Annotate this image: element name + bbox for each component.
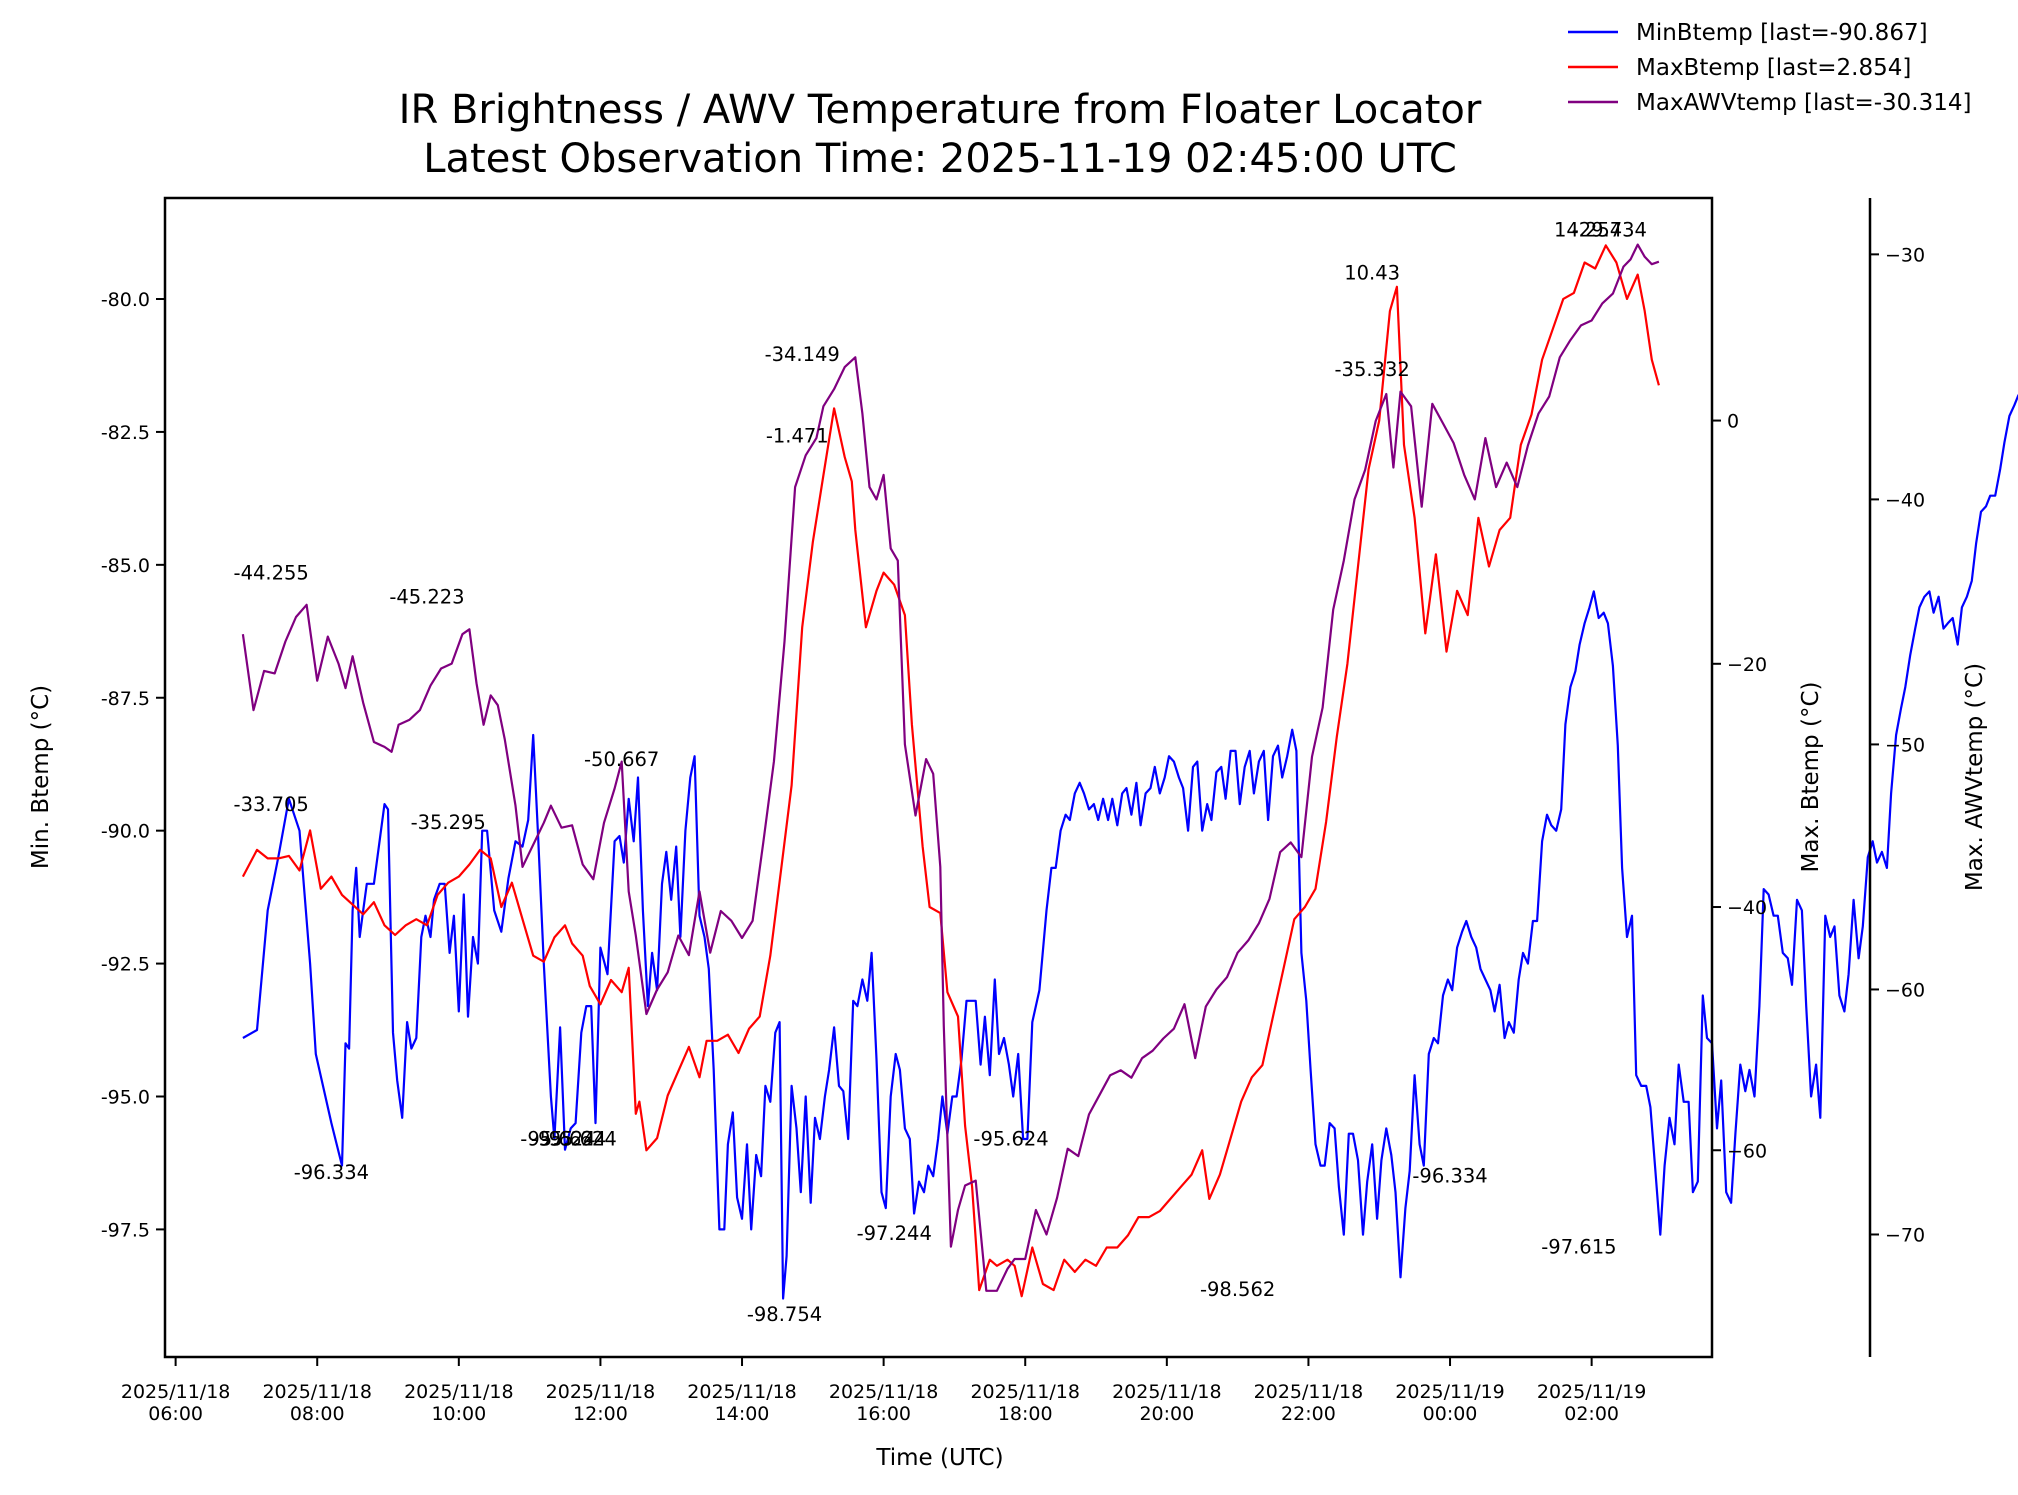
chart-title-line2: Latest Observation Time: 2025-11-19 02:4…: [423, 136, 1457, 182]
y-right-btemp-tick-label: 0: [1727, 411, 1739, 433]
data-label: -98.754: [747, 1303, 822, 1326]
series-line-maxawvtemp: [241, 243, 1660, 1292]
data-label: -98.562: [1200, 1278, 1275, 1301]
legend-label-maxawvtemp: MaxAWVtemp [last=-30.314]: [1636, 90, 1971, 116]
x-tick-label-time: 06:00: [148, 1403, 203, 1425]
x-tick-label-date: 2025/11/18: [404, 1381, 514, 1403]
x-tick-label-time: 00:00: [1423, 1403, 1478, 1425]
x-tick-label-time: 12:00: [573, 1403, 628, 1425]
data-label: 10.43: [1344, 261, 1400, 284]
data-label: -96.334: [294, 1161, 369, 1184]
y-right-btemp-tick-label: −20: [1727, 654, 1767, 676]
data-label: -97.615: [1541, 1235, 1616, 1258]
y-right-btemp-tick-label: −60: [1727, 1140, 1767, 1162]
data-label: -1.471: [766, 425, 829, 448]
legend: MinBtemp [last=-90.867] MaxBtemp [last=2.…: [1568, 20, 1971, 116]
x-tick-label-date: 2025/11/18: [687, 1381, 797, 1403]
data-label: 14.254: [1554, 218, 1622, 241]
annotations: -33.705 -44.255 -96.334 -45.223 -35.295 -95.6…: [234, 218, 1647, 1326]
data-label: -34.149: [765, 343, 840, 366]
x-tick-label-date: 2025/11/18: [970, 1381, 1080, 1403]
data-label: -95.624: [520, 1127, 595, 1150]
y-left-tick-label: -95.0: [101, 1086, 150, 1108]
x-tick-label-time: 02:00: [1564, 1403, 1619, 1425]
y-right-awv-tick-label: −60: [1885, 979, 1925, 1001]
x-tick-label-date: 2025/11/19: [1395, 1381, 1505, 1403]
x-tick-label-time: 08:00: [290, 1403, 345, 1425]
x-tick-label-date: 2025/11/18: [546, 1381, 656, 1403]
x-tick-label-time: 14:00: [715, 1403, 770, 1425]
data-label: -95.624: [973, 1127, 1048, 1150]
x-tick-label-time: 18:00: [998, 1403, 1053, 1425]
legend-label-minbtemp: MinBtemp [last=-90.867]: [1636, 20, 1928, 46]
y-axis-left-label: Min. Btemp (°C): [28, 685, 54, 869]
x-tick-label-time: 20:00: [1139, 1403, 1194, 1425]
data-label: -45.223: [389, 586, 464, 609]
x-tick-label-date: 2025/11/18: [829, 1381, 939, 1403]
y-right-awv-tick-label: −70: [1885, 1224, 1925, 1246]
series-line-maxbtemp: [241, 244, 1660, 1298]
x-tick-label-date: 2025/11/19: [1537, 1381, 1647, 1403]
data-label: -97.244: [857, 1222, 932, 1245]
legend-label-maxbtemp: MaxBtemp [last=2.854]: [1636, 55, 1911, 81]
y-left-tick-label: -87.5: [101, 688, 150, 710]
y-left-tick-label: -80.0: [101, 289, 150, 311]
y-left-tick-label: -82.5: [101, 422, 150, 444]
x-tick-label-date: 2025/11/18: [1112, 1381, 1222, 1403]
data-label: -44.255: [234, 562, 309, 585]
y-axis-right-awv: −30 −40 −50 −60 −70: [1870, 244, 1925, 1246]
series-line-minbtemp: [242, 394, 2018, 1300]
y-axis-right-btemp: 0 −20 −40 −60: [1712, 411, 1767, 1162]
x-tick-label-date: 2025/11/18: [1254, 1381, 1364, 1403]
chart-title-line1: IR Brightness / AWV Temperature from Flo…: [399, 87, 1482, 133]
y-left-tick-label: -85.0: [101, 555, 150, 577]
data-label: -29.734: [1572, 218, 1647, 241]
y-right-awv-tick-label: −30: [1885, 244, 1925, 266]
x-axis: 2025/11/1806:002025/11/1808:002025/11/18…: [121, 1357, 1647, 1425]
y-left-tick-label: -90.0: [101, 821, 150, 843]
y-left-tick-label: -92.5: [101, 954, 150, 976]
y-axis-right-btemp-label: Max. Btemp (°C): [1798, 682, 1824, 873]
x-tick-label-date: 2025/11/18: [121, 1381, 231, 1403]
y-right-awv-tick-label: −40: [1885, 489, 1925, 511]
y-right-btemp-tick-label: −40: [1727, 897, 1767, 919]
y-axis-left: -80.0 -82.5 -85.0 -87.5 -90.0 -92.5 -95.0 -97.5: [101, 289, 165, 1241]
x-tick-label-date: 2025/11/18: [262, 1381, 372, 1403]
x-tick-label-time: 22:00: [1281, 1403, 1336, 1425]
y-right-awv-tick-label: −50: [1885, 734, 1925, 756]
x-tick-label-time: 16:00: [856, 1403, 911, 1425]
data-label: -33.705: [234, 793, 309, 816]
data-label: -95.624: [531, 1127, 606, 1150]
data-label: -35.332: [1335, 358, 1410, 381]
data-label: -50.667: [584, 748, 659, 771]
data-label: -95.624: [542, 1127, 617, 1150]
data-label: -96.334: [1412, 1165, 1487, 1188]
y-left-tick-label: -97.5: [101, 1219, 150, 1241]
plot-lines: [241, 243, 2018, 1300]
y-axis-right-awv-label: Max. AWVtemp (°C): [1962, 663, 1988, 891]
data-label: -35.295: [411, 811, 486, 834]
x-tick-label-time: 10:00: [431, 1403, 486, 1425]
x-axis-label: Time (UTC): [875, 1445, 1003, 1471]
plot-frame: [163, 196, 1714, 1359]
